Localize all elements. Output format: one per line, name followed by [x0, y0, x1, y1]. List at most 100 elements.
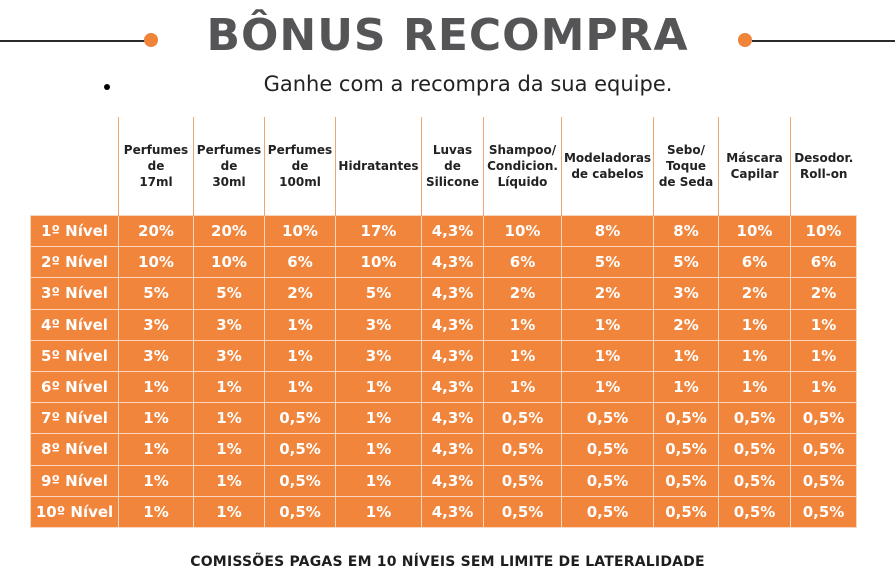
commission-value-cell: 5% [335, 277, 422, 310]
commission-value-cell: 1% [790, 370, 857, 404]
commission-value-cell: 0,5% [790, 433, 857, 466]
commission-value-cell: 0,5% [483, 495, 562, 528]
table-row: 9º Nível 1% 1% 0,5% 1% 4,3% 0,5% 0,5% 0,5% 0,5% 0,… [30, 464, 857, 497]
commission-value-cell: 3% [335, 308, 422, 341]
commission-value-cell: 0,5% [653, 433, 719, 466]
commission-value-cell: 0,5% [790, 402, 857, 435]
table-body: 1º Nível 20% 20% 10% 17% 4,3% 10% 8% 8% 10% 10% 2º … [30, 214, 857, 528]
commission-value-cell: 1% [561, 370, 654, 404]
column-header: Desodor. Roll-on [790, 117, 857, 216]
commission-value-cell: 1% [264, 339, 336, 372]
commission-value-cell: 0,5% [561, 464, 654, 497]
commission-value-cell: 1% [653, 370, 719, 404]
commission-value-cell: 1% [718, 308, 791, 341]
commission-value-cell: 4,3% [421, 402, 484, 435]
commission-value-cell: 0,5% [264, 495, 336, 528]
commission-value-cell: 1% [718, 339, 791, 372]
commission-value-cell: 0,5% [561, 402, 654, 435]
level-label-cell: 9º Nível [30, 464, 119, 497]
table-row: 2º Nível 10% 10% 6% 10% 4,3% 6% 5% 5% 6% 6% [30, 246, 857, 279]
commission-value-cell: 1% [193, 402, 265, 435]
commission-value-cell: 0,5% [718, 464, 791, 497]
table-corner-cell [30, 117, 119, 216]
level-label-cell: 8º Nível [30, 433, 119, 466]
commission-value-cell: 1% [483, 339, 562, 372]
table-row: 4º Nível 3% 3% 1% 3% 4,3% 1% 1% 2% 1% 1% [30, 308, 857, 341]
commission-value-cell: 0,5% [264, 402, 336, 435]
table-row: 7º Nível 1% 1% 0,5% 1% 4,3% 0,5% 0,5% 0,5% 0,5% 0,… [30, 402, 857, 435]
commission-value-cell: 1% [335, 402, 422, 435]
level-label-cell: 6º Nível [30, 370, 119, 404]
commission-value-cell: 0,5% [561, 433, 654, 466]
commission-value-cell: 1% [118, 402, 194, 435]
commission-value-cell: 0,5% [653, 402, 719, 435]
commission-table-container: Perfumes de 17ml Perfumes de 30ml Perfumes… [30, 117, 857, 528]
page-subtitle: Ganhe com a recompra da sua equipe. [263, 72, 673, 96]
commission-value-cell: 0,5% [790, 464, 857, 497]
commission-value-cell: 17% [335, 214, 422, 248]
commission-value-cell: 4,3% [421, 214, 484, 248]
table-row: 6º Nível 1% 1% 1% 1% 4,3% 1% 1% 1% 1% 1% [30, 370, 857, 404]
commission-value-cell: 6% [264, 246, 336, 279]
commission-value-cell: 1% [561, 308, 654, 341]
commission-value-cell: 2% [653, 308, 719, 341]
table-row: 1º Nível 20% 20% 10% 17% 4,3% 10% 8% 8% 10% 10% [30, 214, 857, 248]
commission-value-cell: 2% [561, 277, 654, 310]
table-row: 3º Nível 5% 5% 2% 5% 4,3% 2% 2% 3% 2% 2% [30, 277, 857, 310]
commission-value-cell: 1% [264, 370, 336, 404]
commission-value-cell: 4,3% [421, 433, 484, 466]
commission-value-cell: 1% [790, 339, 857, 372]
level-label-cell: 7º Nível [30, 402, 119, 435]
commission-value-cell: 1% [118, 495, 194, 528]
commission-value-cell: 0,5% [718, 402, 791, 435]
commission-value-cell: 1% [193, 370, 265, 404]
commission-value-cell: 1% [335, 495, 422, 528]
column-header: Sebo/ Toque de Seda [653, 117, 719, 216]
commission-value-cell: 8% [653, 214, 719, 248]
commission-value-cell: 0,5% [264, 464, 336, 497]
table-row: 8º Nível 1% 1% 0,5% 1% 4,3% 0,5% 0,5% 0,5% 0,5% 0,… [30, 433, 857, 466]
commission-value-cell: 0,5% [653, 464, 719, 497]
column-header: Modeladoras de cabelos [561, 117, 654, 216]
footer-note: COMISSÕES PAGAS EM 10 NÍVEIS SEM LIMITE … [190, 554, 705, 570]
commission-value-cell: 0,5% [790, 495, 857, 528]
commission-value-cell: 0,5% [264, 433, 336, 466]
level-label-cell: 1º Nível [30, 214, 119, 248]
commission-value-cell: 2% [483, 277, 562, 310]
commission-value-cell: 0,5% [483, 402, 562, 435]
commission-value-cell: 2% [264, 277, 336, 310]
commission-value-cell: 1% [483, 308, 562, 341]
title-decor-line-right [752, 40, 895, 42]
column-header: Perfumes de 30ml [193, 117, 265, 216]
commission-value-cell: 2% [790, 277, 857, 310]
commission-value-cell: 4,3% [421, 246, 484, 279]
column-header: Hidratantes [335, 117, 422, 216]
commission-value-cell: 0,5% [718, 495, 791, 528]
commission-value-cell: 1% [118, 433, 194, 466]
commission-value-cell: 1% [653, 339, 719, 372]
commission-value-cell: 3% [193, 339, 265, 372]
column-header: Máscara Capilar [718, 117, 791, 216]
commission-value-cell: 10% [118, 246, 194, 279]
commission-value-cell: 1% [335, 433, 422, 466]
commission-value-cell: 5% [193, 277, 265, 310]
title-decor-line-left [0, 40, 146, 42]
commission-value-cell: 0,5% [653, 495, 719, 528]
column-header: Luvas de Silicone [421, 117, 484, 216]
commission-value-cell: 0,5% [483, 464, 562, 497]
commission-value-cell: 0,5% [561, 495, 654, 528]
commission-value-cell: 4,3% [421, 339, 484, 372]
table-row: 10º Nível 1% 1% 0,5% 1% 4,3% 0,5% 0,5% 0,5% 0,5% 0… [30, 495, 857, 528]
level-label-cell: 2º Nível [30, 246, 119, 279]
commission-value-cell: 1% [193, 464, 265, 497]
commission-value-cell: 1% [118, 370, 194, 404]
commission-value-cell: 10% [790, 214, 857, 248]
column-header: Perfumes de 100ml [264, 117, 336, 216]
commission-value-cell: 4,3% [421, 277, 484, 310]
commission-value-cell: 3% [335, 339, 422, 372]
commission-value-cell: 20% [193, 214, 265, 248]
commission-value-cell: 1% [118, 464, 194, 497]
level-label-cell: 3º Nível [30, 277, 119, 310]
commission-value-cell: 1% [483, 370, 562, 404]
commission-value-cell: 20% [118, 214, 194, 248]
